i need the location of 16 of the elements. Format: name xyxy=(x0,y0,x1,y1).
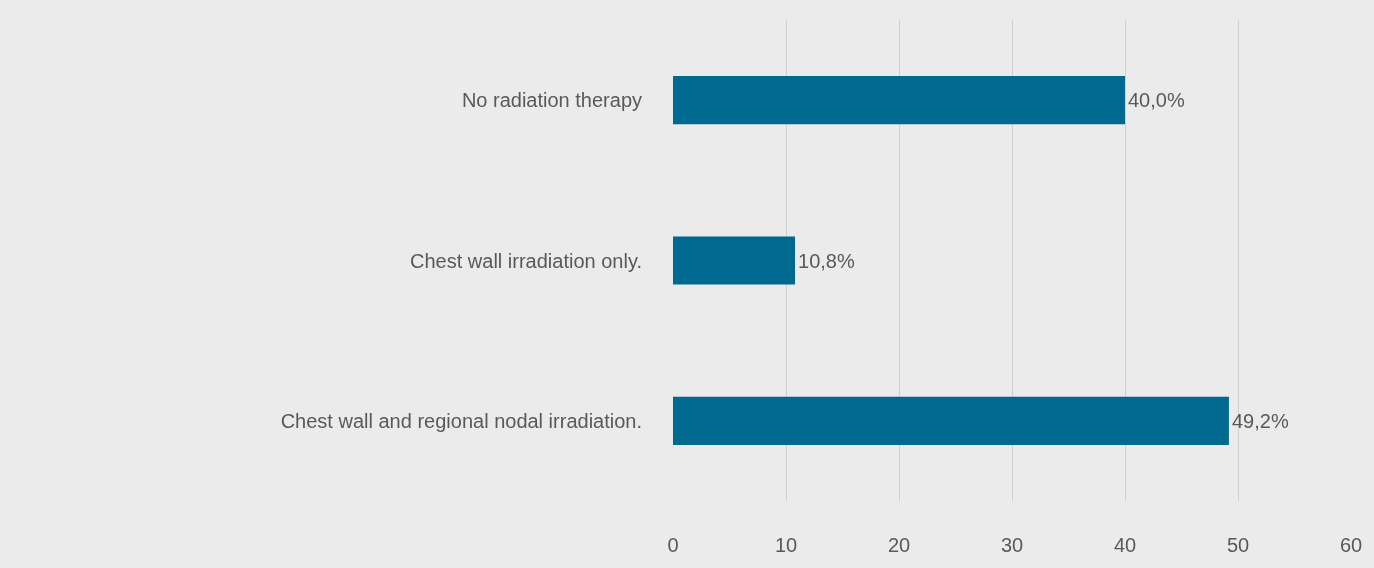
data-label: 40,0% xyxy=(1128,89,1185,112)
x-tick-label: 30 xyxy=(1000,534,1024,556)
x-tick-label: 60 xyxy=(1339,534,1363,556)
data-label: 49,2% xyxy=(1231,409,1289,432)
bar xyxy=(673,76,1125,125)
x-tick-label: 40 xyxy=(1113,534,1137,556)
bar xyxy=(673,236,796,285)
bar xyxy=(673,396,1229,445)
y-tick-label: No radiation therapy xyxy=(461,89,642,112)
x-tick-label: 0 xyxy=(667,534,679,556)
data-label: 10,8% xyxy=(798,249,855,272)
y-tick-label: Chest wall irradiation only. xyxy=(410,249,642,272)
x-tick-label: 50 xyxy=(1226,534,1250,556)
x-tick-label: 20 xyxy=(887,534,911,556)
y-tick-label: Chest wall and regional nodal irradiation. xyxy=(280,409,642,432)
x-tick-label: 10 xyxy=(774,534,798,556)
